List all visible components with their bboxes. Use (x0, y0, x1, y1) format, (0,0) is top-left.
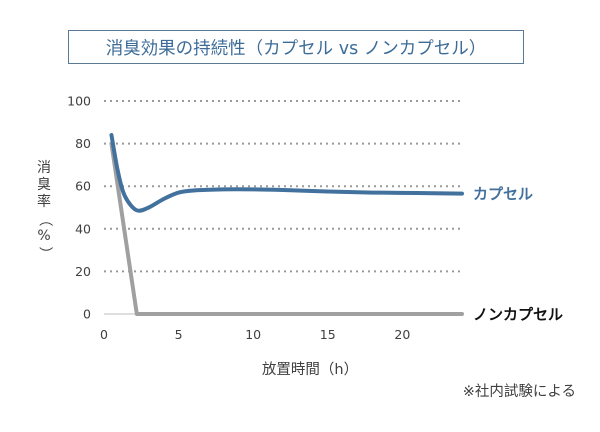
y-tick-label: 80 (75, 136, 91, 151)
y-tick-label: 20 (75, 264, 91, 279)
y-tick-label: 0 (83, 307, 91, 322)
chart-title: 消臭効果の持続性（カプセル vs ノンカプセル） (68, 30, 524, 64)
series-label-1: ノンカプセル (473, 306, 563, 324)
y-tick-label: 60 (75, 179, 91, 194)
series-lines (109, 133, 464, 316)
x-tick-labels: 0 5 10 15 20 (100, 327, 410, 342)
x-tick-label: 10 (245, 327, 261, 342)
y-tick-label: 40 (75, 221, 91, 236)
y-tick-labels: 0 20 40 60 80 100 (67, 94, 91, 322)
series-line-1 (109, 141, 464, 316)
x-tick-label: 0 (100, 327, 108, 342)
series-line-0 (109, 133, 464, 213)
gridlines (104, 100, 462, 315)
x-tick-label: 5 (175, 327, 183, 342)
x-axis-label: 放置時間（h） (261, 362, 359, 378)
y-tick-label: 100 (67, 94, 91, 109)
series-label-0: カプセル (473, 185, 533, 203)
footnote: ※社内試験による (462, 384, 576, 400)
y-axis-label: 消臭率（%） (36, 160, 53, 261)
x-tick-label: 15 (320, 327, 336, 342)
x-tick-label: 20 (394, 327, 410, 342)
